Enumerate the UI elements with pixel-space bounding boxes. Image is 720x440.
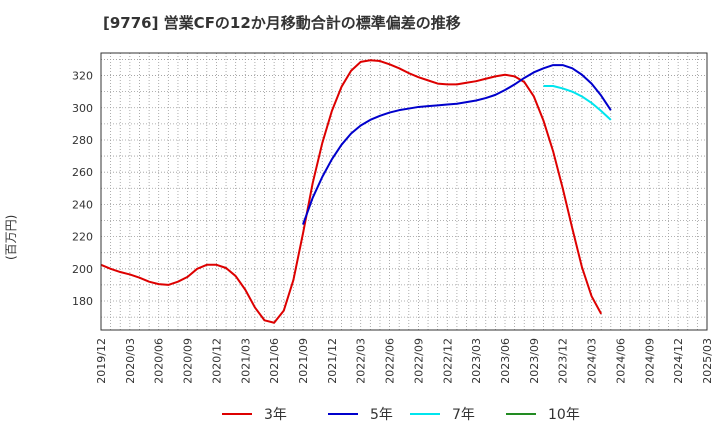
legend: 3年 5年 7年 10年 (222, 407, 580, 423)
legend-label-2: 7年 (452, 407, 475, 423)
legend-label-1: 5年 (370, 407, 393, 423)
x-tick-label: 2021/12 (326, 338, 339, 384)
x-tick-label: 2022/09 (412, 338, 425, 384)
y-tick-label: 280 (72, 134, 93, 147)
x-tick-label: 2022/03 (355, 338, 368, 384)
y-tick-label: 220 (72, 231, 93, 244)
y-tick-label: 180 (72, 295, 93, 308)
x-tick-label: 2019/12 (95, 338, 108, 384)
legend-label-0: 3年 (264, 407, 287, 423)
y-tick-label: 240 (72, 198, 93, 211)
x-tick-label: 2021/09 (297, 338, 310, 384)
x-tick-label: 2021/06 (268, 338, 281, 384)
chart-title: [9776] 営業CFの12か月移動合計の標準偏差の推移 (103, 14, 461, 32)
x-tick-label: 2024/06 (614, 338, 627, 384)
x-tick-label: 2024/12 (672, 338, 685, 384)
x-tick-label: 2024/03 (586, 338, 599, 384)
x-tick-label: 2023/03 (470, 338, 483, 384)
y-tick-label: 260 (72, 166, 93, 179)
axis-layer: 180 200 220 240 260 280 300 320 2019/12 2020/03 20… (72, 70, 714, 384)
series-layer (100, 59, 612, 324)
x-tick-label: 2022/12 (441, 338, 454, 384)
series-line-2 (543, 85, 612, 121)
series-line-1 (302, 64, 612, 225)
x-tick-label: 2020/12 (210, 338, 223, 384)
series-line-0 (100, 59, 603, 324)
x-tick-label: 2024/09 (643, 338, 656, 384)
x-tick-label: 2023/12 (557, 338, 570, 384)
y-tick-label: 200 (72, 263, 93, 276)
x-tick-label: 2020/06 (153, 338, 166, 384)
x-tick-label: 2020/03 (124, 338, 137, 384)
x-tick-label: 2021/03 (239, 338, 252, 384)
grid-layer (101, 53, 707, 330)
legend-label-3: 10年 (548, 407, 580, 423)
x-tick-label: 2020/09 (182, 338, 195, 384)
y-tick-label: 320 (72, 70, 93, 83)
x-tick-label: 2023/06 (499, 338, 512, 384)
x-tick-label: 2022/06 (384, 338, 397, 384)
x-tick-label: 2023/09 (528, 338, 541, 384)
x-tick-label: 2025/03 (701, 338, 714, 384)
y-tick-label: 300 (72, 102, 93, 115)
plot-frame (100, 52, 708, 331)
